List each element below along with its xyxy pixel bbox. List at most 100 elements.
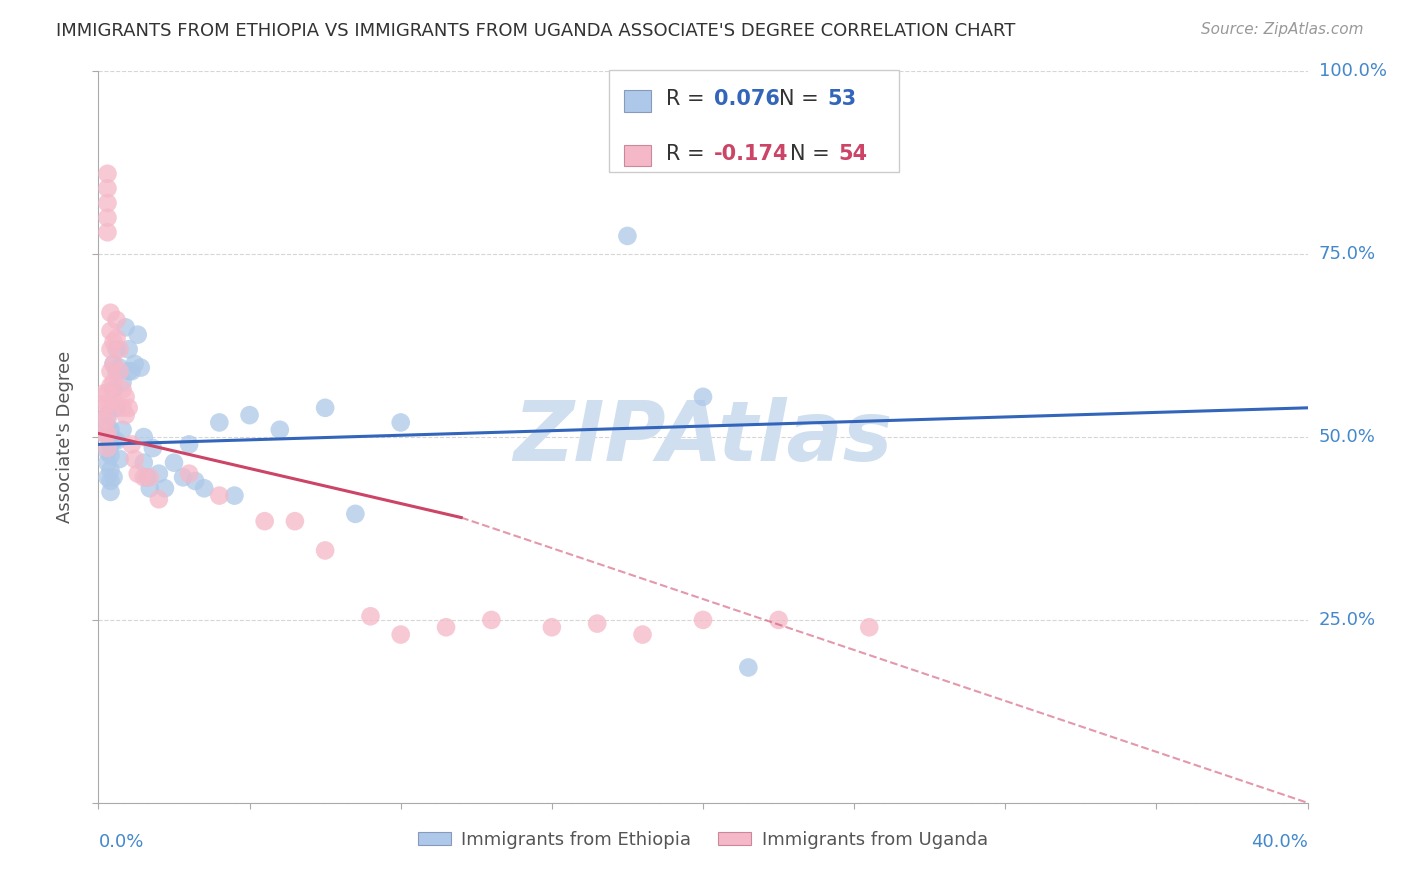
Point bbox=[148, 492, 170, 507]
Text: N =: N = bbox=[790, 144, 830, 164]
Point bbox=[692, 390, 714, 404]
Point bbox=[114, 390, 136, 404]
Point bbox=[118, 364, 141, 378]
Point bbox=[344, 507, 367, 521]
Point bbox=[103, 470, 125, 484]
Legend: Immigrants from Ethiopia, Immigrants from Uganda: Immigrants from Ethiopia, Immigrants fro… bbox=[411, 823, 995, 856]
Point bbox=[100, 463, 122, 477]
Point bbox=[100, 306, 122, 320]
Point bbox=[111, 401, 134, 415]
Text: IMMIGRANTS FROM ETHIOPIA VS IMMIGRANTS FROM UGANDA ASSOCIATE'S DEGREE CORRELATIO: IMMIGRANTS FROM ETHIOPIA VS IMMIGRANTS F… bbox=[56, 22, 1015, 40]
Point bbox=[93, 426, 115, 441]
Point bbox=[103, 393, 125, 408]
Point bbox=[96, 419, 118, 434]
Point bbox=[103, 434, 125, 448]
Point bbox=[132, 470, 155, 484]
Point bbox=[148, 467, 170, 481]
Point bbox=[96, 196, 118, 211]
Point bbox=[100, 485, 122, 500]
Point bbox=[100, 379, 122, 393]
Point bbox=[163, 456, 186, 470]
Point bbox=[96, 444, 118, 458]
Point bbox=[184, 474, 207, 488]
Point bbox=[142, 441, 165, 455]
Bar bbox=[624, 145, 651, 167]
Point bbox=[105, 313, 128, 327]
Point bbox=[111, 423, 134, 437]
Point bbox=[127, 327, 149, 342]
Point bbox=[108, 343, 131, 357]
Point bbox=[103, 383, 125, 397]
Point bbox=[105, 401, 128, 415]
Point bbox=[103, 357, 125, 371]
Point bbox=[118, 401, 141, 415]
Point bbox=[100, 474, 122, 488]
Point bbox=[284, 514, 307, 528]
Point bbox=[100, 437, 122, 451]
Point bbox=[103, 376, 125, 390]
Point bbox=[96, 386, 118, 401]
Point bbox=[100, 423, 122, 437]
Point bbox=[631, 627, 654, 641]
Point bbox=[96, 167, 118, 181]
Point bbox=[111, 376, 134, 390]
Point bbox=[768, 613, 790, 627]
Text: R =: R = bbox=[665, 144, 704, 164]
Point bbox=[389, 416, 412, 430]
Point bbox=[96, 397, 118, 411]
Point bbox=[586, 616, 609, 631]
Point bbox=[172, 470, 194, 484]
Text: 75.0%: 75.0% bbox=[1319, 245, 1376, 263]
Point bbox=[135, 470, 157, 484]
Point bbox=[124, 357, 146, 371]
Point bbox=[100, 324, 122, 338]
Text: -0.174: -0.174 bbox=[714, 144, 789, 164]
Point bbox=[118, 343, 141, 357]
Bar bbox=[624, 89, 651, 112]
Text: 100.0%: 100.0% bbox=[1319, 62, 1386, 80]
Point bbox=[153, 481, 176, 495]
Text: ZIPAtlas: ZIPAtlas bbox=[513, 397, 893, 477]
Point bbox=[124, 452, 146, 467]
Point bbox=[179, 437, 201, 451]
Point bbox=[105, 331, 128, 345]
Point bbox=[114, 408, 136, 422]
Point bbox=[179, 467, 201, 481]
Text: 0.0%: 0.0% bbox=[98, 833, 143, 851]
Point bbox=[253, 514, 276, 528]
Point bbox=[100, 343, 122, 357]
Point bbox=[481, 613, 503, 627]
Text: 50.0%: 50.0% bbox=[1319, 428, 1375, 446]
Text: 0.076: 0.076 bbox=[714, 89, 780, 109]
Point bbox=[314, 543, 336, 558]
Point bbox=[93, 386, 115, 401]
Point bbox=[103, 334, 125, 349]
Point bbox=[224, 489, 246, 503]
Point bbox=[103, 357, 125, 371]
Point bbox=[105, 434, 128, 448]
FancyBboxPatch shape bbox=[609, 70, 898, 172]
Point bbox=[96, 426, 118, 441]
Point bbox=[100, 397, 122, 411]
Text: 25.0%: 25.0% bbox=[1319, 611, 1376, 629]
Point bbox=[108, 364, 131, 378]
Point bbox=[737, 660, 759, 674]
Point bbox=[360, 609, 382, 624]
Point bbox=[100, 364, 122, 378]
Point bbox=[193, 481, 215, 495]
Point bbox=[208, 489, 231, 503]
Text: 40.0%: 40.0% bbox=[1251, 833, 1308, 851]
Point bbox=[139, 481, 162, 495]
Point bbox=[434, 620, 457, 634]
Point bbox=[108, 360, 131, 375]
Point bbox=[96, 408, 118, 422]
Text: R =: R = bbox=[665, 89, 704, 109]
Point bbox=[121, 364, 143, 378]
Point bbox=[139, 470, 162, 484]
Point bbox=[93, 412, 115, 426]
Point bbox=[129, 360, 152, 375]
Text: N =: N = bbox=[779, 89, 818, 109]
Point bbox=[692, 613, 714, 627]
Point bbox=[100, 448, 122, 462]
Point bbox=[96, 181, 118, 195]
